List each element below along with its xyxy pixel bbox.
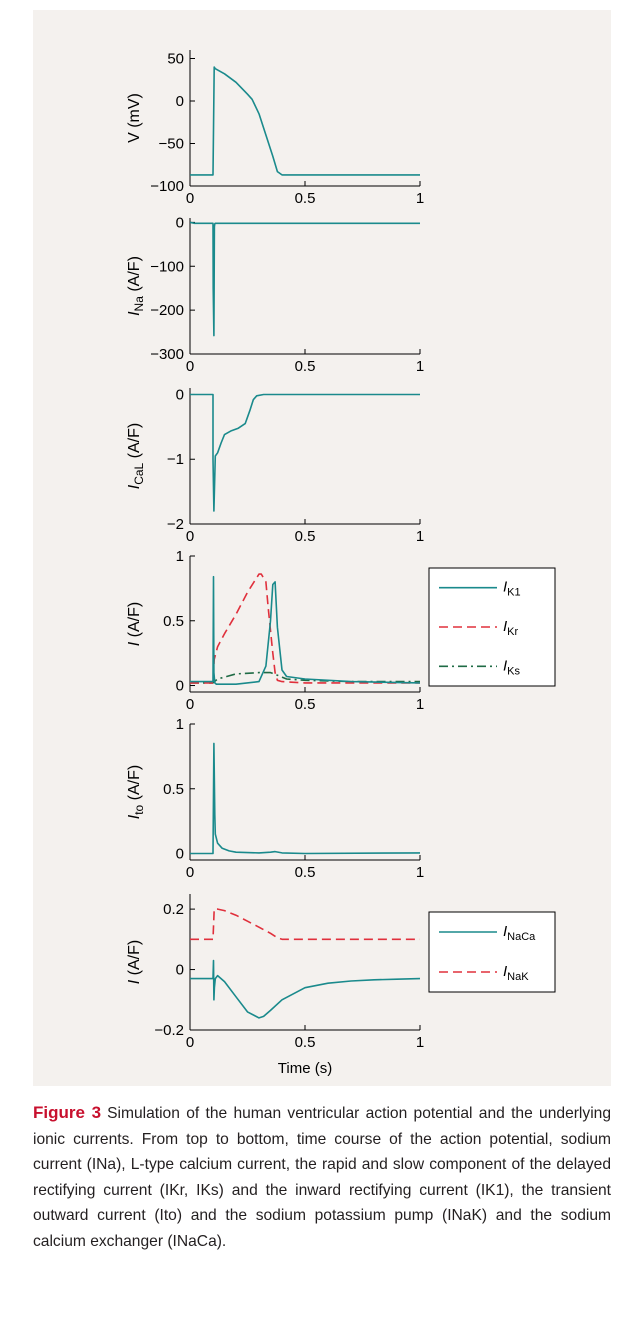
x-tick-label: 0.5 [295,696,316,713]
x-axis-label: Time (s) [278,1060,332,1077]
y-tick-label: −200 [150,302,184,319]
y-tick-label: 0 [176,962,184,979]
y-tick-label: −100 [150,258,184,275]
chart-panel-4: 0 0.5 1 1 0.5 0 I (A/F) IK1 IKr IKs [126,548,556,713]
series-line-IK1 [190,575,420,686]
y-tick-label: −1 [167,451,184,468]
y-tick-label: 0 [176,678,184,695]
series-line-main [190,221,420,337]
y-tick-label: −100 [150,178,184,195]
y-tick-label: −2 [167,516,184,533]
x-tick-label: 0 [186,696,194,713]
x-tick-label: 1 [416,528,424,545]
legend-label: INaCa [503,923,536,943]
legend: IK1 IKr IKs [428,567,556,687]
y-tick-label: 1 [176,548,184,565]
legend-box [428,911,556,993]
x-tick-label: 0 [186,358,194,375]
y-tick-label: 0 [176,386,184,403]
y-axis-label: I (A/F) [126,602,143,646]
x-tick-label: 1 [416,358,424,375]
series-line-main [190,66,420,176]
x-tick-label: 0.5 [295,1034,316,1051]
x-tick-label: 0 [186,528,194,545]
x-tick-label: 0 [186,190,194,207]
x-tick-label: 0.5 [295,190,316,207]
y-tick-label: 50 [167,51,184,68]
y-axis-label: ICaL (A/F) [126,423,146,489]
chart-panel-3: 0 0.5 1 0 −1 −2 ICaL (A/F) [126,386,424,545]
y-tick-label: 0 [176,846,184,863]
y-tick-label: −300 [150,346,184,363]
y-axis-label: Ito (A/F) [126,765,146,819]
x-tick-label: 0 [186,864,194,881]
y-tick-label: −0.2 [154,1022,184,1039]
caption-text: Simulation of the human ventricular acti… [33,1105,612,1250]
figure-label: Figure 3 [33,1103,102,1122]
legend: INaCa INaK [428,911,556,993]
y-tick-label: 0 [176,93,184,110]
legend-label: IK1 [503,579,521,599]
x-tick-label: 1 [416,864,424,881]
x-tick-label: 0.5 [295,528,316,545]
series-line-main [190,742,420,855]
legend-label: IKs [503,657,521,677]
y-tick-label: −50 [159,136,184,153]
x-tick-label: 1 [416,696,424,713]
y-axis-label: INa (A/F) [126,256,146,316]
legend-label: INaK [503,963,529,983]
x-tick-label: 0.5 [295,358,316,375]
x-tick-label: 1 [416,190,424,207]
y-tick-label: 0.5 [163,613,184,630]
series-line-INaCa [190,959,420,1019]
y-axis-label: I (A/F) [126,940,143,984]
figure-panel [33,10,611,1086]
chart-panel-5: 0 0.5 1 1 0.5 0 Ito (A/F) [126,716,424,881]
series-line-main [190,393,420,512]
chart-panel-2: 0 0.5 1 0 −100 −200 −300 INa (A/F) [126,214,424,375]
y-tick-label: 1 [176,716,184,733]
series-line-IKs [190,671,420,684]
legend-label: IKr [503,618,519,638]
x-tick-label: 0.5 [295,864,316,881]
x-tick-label: 1 [416,1034,424,1051]
chart-panel-1: 0 0.5 1 50 0 −50 −100 V (mV) [126,50,424,207]
y-tick-label: 0.2 [163,901,184,918]
x-tick-label: 0 [186,1034,194,1051]
series-line-IKr [190,573,420,684]
series-line-INaK [190,908,420,941]
y-axis-label: V (mV) [126,93,143,143]
y-tick-label: 0.5 [163,781,184,798]
y-tick-label: 0 [176,214,184,231]
figure-caption: Figure 3 Simulation of the human ventricu… [33,1100,611,1254]
